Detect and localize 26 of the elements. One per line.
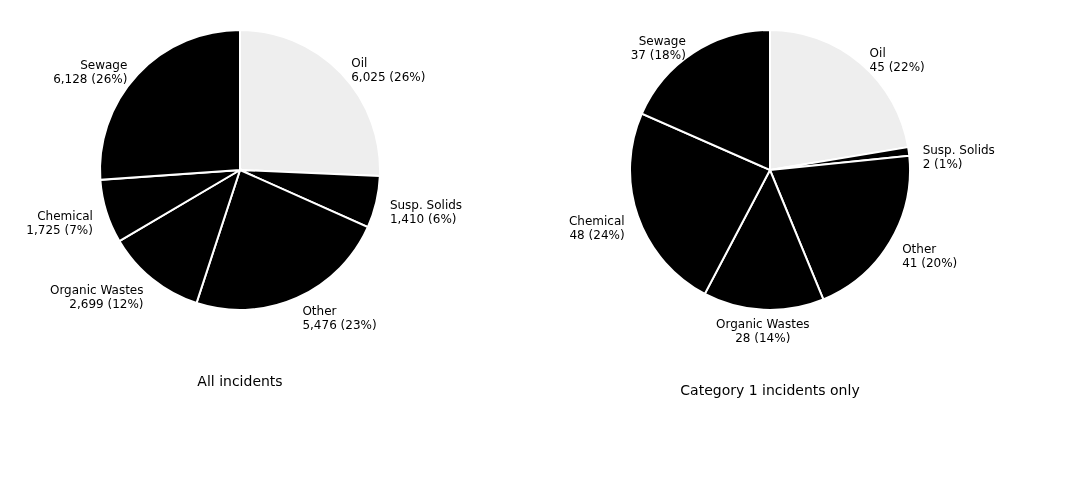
slice-label: Susp. Solids bbox=[922, 142, 995, 157]
slice-label: Organic Wastes bbox=[716, 316, 810, 331]
data-label: 2 (1%) bbox=[922, 156, 963, 171]
slice-label: Organic Wastes bbox=[49, 283, 144, 298]
data-label: 5,476 (23%) bbox=[302, 317, 377, 332]
data-label: 2,699 (12%) bbox=[69, 297, 144, 312]
slice-label: Other bbox=[302, 303, 337, 318]
text: All incidents bbox=[197, 373, 283, 389]
data-label: 28 (14%) bbox=[735, 330, 791, 345]
data-label: 45 (22%) bbox=[869, 59, 925, 74]
slice-label: Oil bbox=[869, 45, 886, 60]
slice-label: Oil bbox=[351, 56, 368, 71]
slice-label: Chemical bbox=[568, 213, 625, 228]
slice-label: Other bbox=[902, 242, 937, 257]
slice-label: Susp. Solids bbox=[389, 198, 463, 213]
data-label: 37 (18%) bbox=[630, 48, 686, 63]
data-label: 48 (24%) bbox=[569, 227, 625, 242]
data-label: 1,410 (6%) bbox=[389, 212, 457, 227]
data-label: 1,725 (7%) bbox=[26, 222, 93, 237]
slice-label: Sewage bbox=[638, 34, 686, 49]
text: Category 1 incidents only bbox=[680, 381, 860, 398]
data-label: 41 (20%) bbox=[902, 256, 958, 271]
slice-label: Sewage bbox=[80, 58, 128, 72]
slice-label: Chemical bbox=[37, 208, 93, 223]
data-label: 6,128 (26%) bbox=[53, 72, 128, 86]
data-label: 6,025 (26%) bbox=[351, 70, 426, 85]
